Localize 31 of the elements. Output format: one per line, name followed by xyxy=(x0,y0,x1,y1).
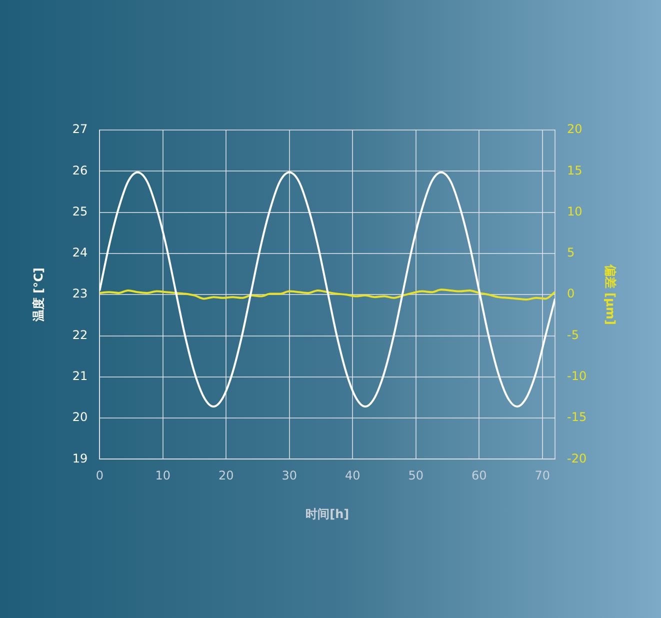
y2-tick-label: 5 xyxy=(567,246,575,260)
y2-tick-label: 0 xyxy=(567,286,575,301)
x-tick-label: 30 xyxy=(282,468,298,483)
y-tick-label: 27 xyxy=(72,122,88,136)
y-tick-label: 22 xyxy=(72,328,88,342)
x-tick-label: 40 xyxy=(344,468,360,483)
x-tick-label: 0 xyxy=(96,468,104,483)
y-tick-label: 25 xyxy=(72,204,88,218)
y2-tick-label: 10 xyxy=(567,204,582,218)
y-tick-label: 21 xyxy=(72,369,88,384)
y-tick-label: 19 xyxy=(72,451,88,466)
x-tick-label: 60 xyxy=(471,468,487,483)
y2-tick-label: -10 xyxy=(567,369,587,384)
x-axis-title: 时间[h] xyxy=(306,506,350,521)
x-tick-label: 70 xyxy=(534,468,550,483)
y-tick-label: 20 xyxy=(72,410,88,424)
x-tick-label: 20 xyxy=(218,468,234,483)
x-tick-label: 50 xyxy=(408,468,424,483)
line-series xyxy=(100,288,555,301)
y2-tick-label: -20 xyxy=(567,451,587,466)
y-tick-label: 26 xyxy=(72,163,88,178)
y2-tick-label: 15 xyxy=(567,163,582,178)
y2-tick-label: 20 xyxy=(567,122,582,136)
x-tick-label: 10 xyxy=(155,468,171,483)
y-tick-label: 24 xyxy=(72,246,88,260)
line-series xyxy=(100,171,555,408)
y-tick-label: 23 xyxy=(72,286,88,301)
y2-axis-title: 偏差 [µm] xyxy=(604,263,618,325)
y2-tick-label: -5 xyxy=(567,328,579,342)
y-axis-title: 温度 [°C] xyxy=(31,268,46,323)
y2-tick-label: -15 xyxy=(567,410,587,424)
